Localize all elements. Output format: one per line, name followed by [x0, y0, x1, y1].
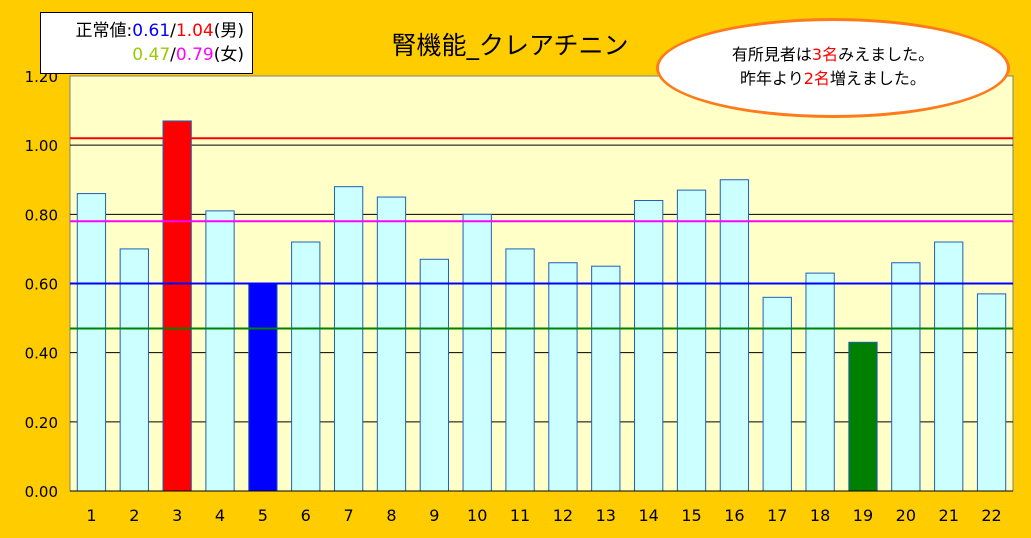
legend-female-line: 0.47/0.79(女) — [41, 43, 244, 67]
legend-male-low: 0.61 — [132, 21, 171, 41]
x-tick-label: 4 — [215, 506, 225, 525]
legend-slash: / — [170, 21, 176, 41]
x-tick-label: 8 — [386, 506, 396, 525]
legend-female-suffix: (女) — [213, 45, 244, 65]
x-tick-label: 6 — [301, 506, 311, 525]
x-tick-label: 16 — [724, 506, 744, 525]
callout-count: 2名 — [803, 69, 830, 88]
x-tick-label: 3 — [172, 506, 182, 525]
bar — [719, 179, 750, 492]
x-tick-label: 13 — [596, 506, 616, 525]
x-tick-label: 12 — [553, 506, 573, 525]
bar — [891, 262, 921, 492]
bar — [119, 248, 149, 492]
legend-male-suffix: (男) — [213, 21, 244, 41]
bar — [462, 213, 492, 492]
callout-text: みえました。 — [838, 45, 935, 64]
x-tick-label: 19 — [853, 506, 873, 525]
bar — [676, 189, 707, 492]
legend-female-low: 0.47 — [132, 45, 171, 65]
callout-line-1: 有所見者は3名みえました。 — [659, 43, 1007, 67]
bar — [762, 296, 792, 492]
x-tick-label: 17 — [767, 506, 787, 525]
bar — [976, 293, 1007, 492]
bar — [848, 341, 878, 492]
y-tick-label: 0.20 — [25, 414, 58, 432]
callout-text: 増えました。 — [829, 69, 926, 88]
bar — [162, 120, 192, 492]
x-tick-label: 14 — [638, 506, 658, 525]
x-tick-label: 18 — [810, 506, 830, 525]
bar — [634, 200, 664, 492]
bar — [76, 193, 107, 492]
bar — [548, 262, 578, 492]
legend-female-high: 0.79 — [175, 45, 214, 65]
bar — [591, 265, 621, 492]
legend-slash: / — [170, 45, 176, 65]
chart-title: 腎機能_クレアチニン — [391, 31, 629, 60]
x-tick-label: 15 — [681, 506, 701, 525]
bar — [333, 186, 364, 492]
y-tick-label: 1.00 — [25, 137, 58, 155]
x-tick-label: 5 — [258, 506, 268, 525]
x-tick-label: 22 — [981, 506, 1001, 525]
x-tick-label: 2 — [129, 506, 139, 525]
bar — [248, 283, 278, 492]
callout-line-2: 昨年より2名増えました。 — [659, 67, 1007, 91]
x-tick-label: 9 — [429, 506, 439, 525]
x-tick-label: 1 — [86, 506, 96, 525]
x-tick-label: 7 — [344, 506, 354, 525]
x-tick-label: 10 — [467, 506, 487, 525]
y-tick-label: 0.60 — [25, 276, 58, 294]
bar — [205, 210, 235, 492]
bar — [419, 258, 449, 492]
bar — [505, 248, 535, 492]
callout-text: 有所見者は — [731, 45, 812, 64]
x-tick-label: 11 — [510, 506, 530, 525]
y-tick-label: 0.40 — [25, 345, 58, 363]
legend-label: 正常値: — [75, 21, 133, 41]
legend-male-line: 正常値:0.61/1.04(男) — [41, 19, 244, 43]
bar — [805, 272, 835, 492]
bar — [291, 241, 321, 492]
bar — [934, 241, 964, 492]
legend-male-high: 1.04 — [175, 21, 214, 41]
findings-callout: 有所見者は3名みえました。 昨年より2名増えました。 — [656, 18, 1010, 118]
callout-count: 3名 — [811, 45, 839, 64]
y-tick-label: 0.80 — [25, 206, 58, 224]
normal-range-legend: 正常値:0.61/1.04(男) 0.47/0.79(女) — [40, 12, 253, 74]
callout-text: 昨年より — [740, 69, 804, 88]
bar — [376, 196, 407, 492]
x-tick-label: 21 — [939, 506, 959, 525]
x-tick-label: 20 — [896, 506, 916, 525]
y-tick-label: 0.00 — [25, 483, 58, 501]
